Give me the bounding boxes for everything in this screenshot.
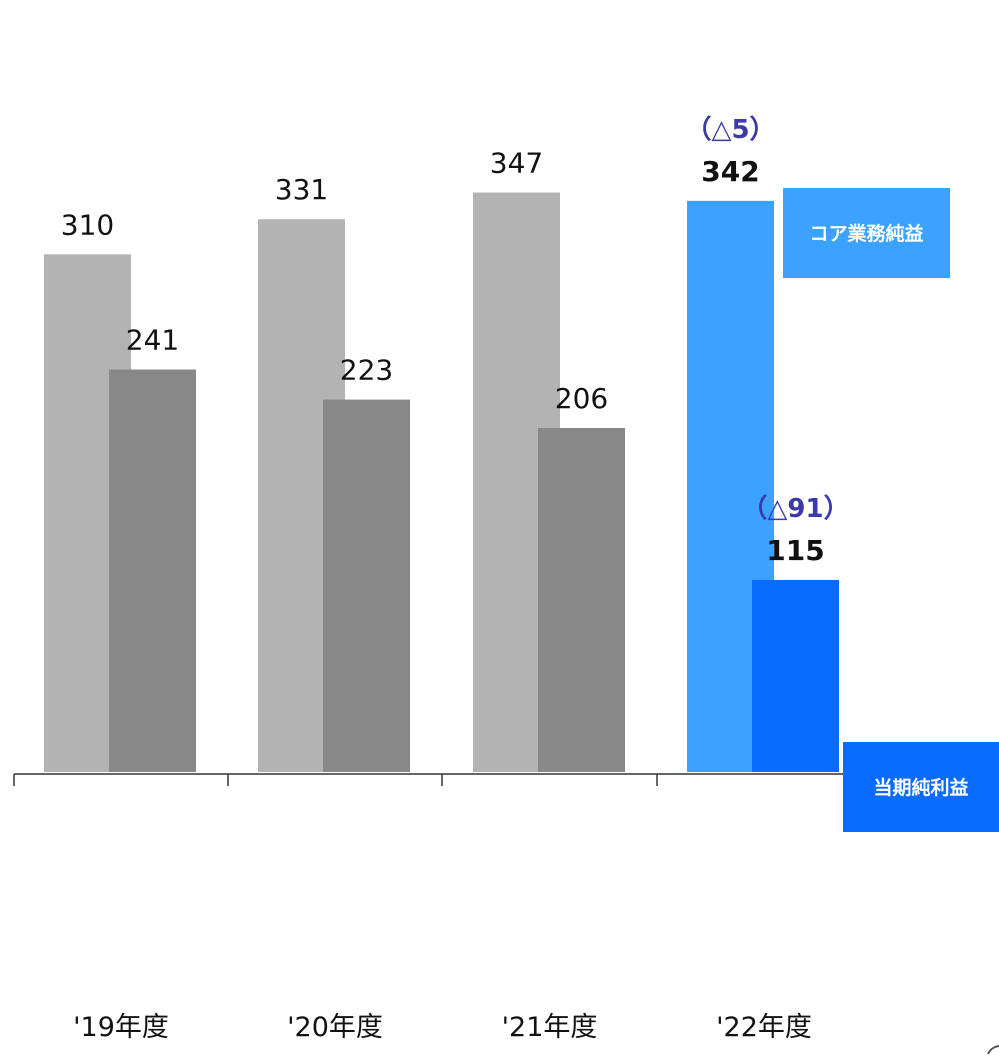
x-tick-label-3: '22年度 — [716, 1012, 812, 1043]
value-label-core-1: 331 — [275, 173, 328, 206]
value-labels-layer: 310 331 347 342 241 223 206 115 （△5） （△91） — [61, 115, 850, 567]
bar-net-3 — [752, 579, 839, 772]
value-label-net-1: 223 — [340, 354, 393, 387]
bar-net-1 — [323, 399, 410, 772]
bars-layer — [44, 192, 839, 773]
value-label-net-0: 241 — [126, 324, 179, 357]
x-tick-label-0: '19年度 — [73, 1012, 169, 1043]
value-label-net-3: 115 — [766, 534, 824, 567]
legend-box-1 — [843, 742, 999, 832]
value-label-core-0: 310 — [61, 208, 114, 241]
x-tick-label-1: '20年度 — [287, 1012, 383, 1043]
bar-net-2 — [538, 427, 625, 772]
legend-label-1: 当期純利益 — [873, 776, 968, 799]
value-label-core-2: 347 — [490, 147, 543, 180]
delta-annotation-0: （△5） — [685, 115, 775, 145]
x-tick-label-2: '21年度 — [502, 1012, 598, 1043]
delta-annotation-1: （△91） — [741, 494, 849, 524]
bar-net-0 — [109, 369, 196, 772]
x-axis: '19年度 '20年度 '21年度 '22年度 — [13, 773, 872, 1043]
value-label-net-2: 206 — [555, 382, 608, 415]
legend-box-0 — [783, 188, 950, 278]
value-label-core-3: 342 — [701, 155, 759, 188]
legend-label-0: コア業務純益 — [809, 222, 923, 245]
corner-arc-decoration — [987, 1045, 999, 1055]
